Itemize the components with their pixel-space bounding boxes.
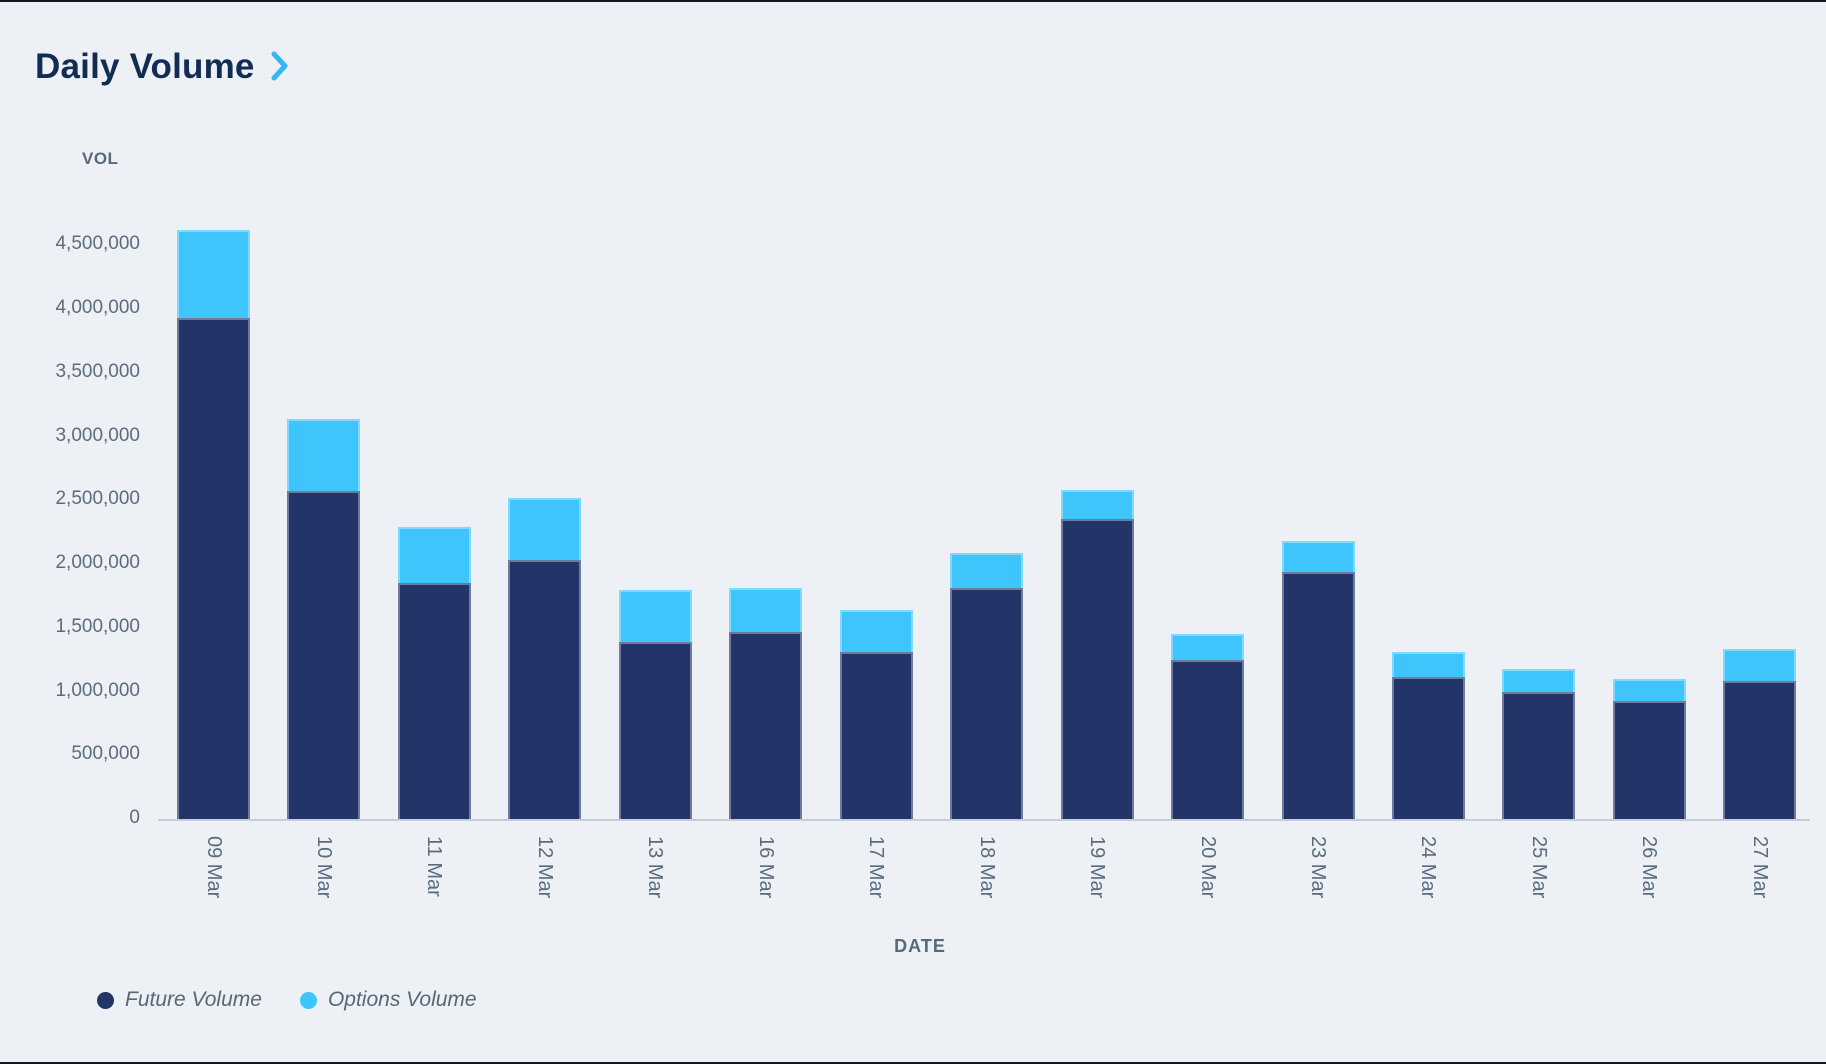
bar-09-mar[interactable] — [177, 229, 250, 819]
options-volume-segment[interactable] — [287, 418, 361, 492]
bar-20-mar[interactable] — [1171, 634, 1245, 819]
options-volume-segment[interactable] — [618, 589, 692, 642]
bar-16-mar[interactable] — [729, 588, 803, 819]
bar-19-mar[interactable] — [1060, 490, 1134, 819]
y-tick-label: 4,000,000 — [55, 297, 140, 318]
y-tick-label: 0 — [129, 807, 140, 828]
x-tick-label: 17 Mar — [865, 836, 888, 899]
bar-26-mar[interactable] — [1612, 678, 1686, 819]
future-volume-segment[interactable] — [618, 641, 692, 819]
options-volume-dot-icon — [299, 991, 317, 1009]
y-axis-title: VOL — [82, 149, 119, 168]
future-volume-segment[interactable] — [1281, 571, 1355, 819]
options-volume-segment[interactable] — [1612, 678, 1686, 702]
y-tick-label: 4,500,000 — [55, 233, 140, 255]
options-volume-segment[interactable] — [839, 609, 913, 652]
y-tick-label: 500,000 — [71, 743, 140, 765]
x-tick-label: 13 Mar — [644, 836, 667, 899]
x-tick-label: 10 Mar — [312, 836, 335, 899]
bar-10-mar[interactable] — [287, 418, 361, 819]
future-volume-segment[interactable] — [397, 583, 471, 819]
options-volume-segment[interactable] — [1502, 669, 1576, 692]
future-volume-segment[interactable] — [1502, 691, 1576, 819]
x-tick-label: 12 Mar — [533, 836, 556, 899]
future-volume-segment[interactable] — [729, 631, 803, 819]
future-volume-segment[interactable] — [839, 651, 913, 819]
x-tick-label: 26 Mar — [1638, 836, 1661, 899]
x-tick-label: 16 Mar — [754, 836, 777, 899]
future-volume-segment[interactable] — [1391, 677, 1465, 819]
x-tick-label: 27 Mar — [1748, 836, 1771, 899]
x-axis-title: DATE — [894, 936, 946, 956]
legend-label: Options Volume — [327, 988, 477, 1011]
future-volume-segment[interactable] — [950, 588, 1024, 819]
options-volume-segment[interactable] — [1171, 634, 1245, 660]
chevron-right-icon[interactable] — [269, 50, 291, 87]
x-tick-label: 25 Mar — [1527, 836, 1550, 899]
bottom-border-line — [0, 1062, 1826, 1064]
options-volume-segment[interactable] — [1060, 490, 1134, 520]
legend-item-future-volume[interactable]: Future Volume — [97, 988, 262, 1012]
x-tick-label: 23 Mar — [1307, 836, 1329, 899]
x-tick-label: 19 Mar — [1086, 836, 1109, 899]
options-volume-segment[interactable] — [397, 527, 471, 584]
bar-11-mar[interactable] — [397, 527, 471, 819]
bar-17-mar[interactable] — [839, 609, 913, 819]
options-volume-segment[interactable] — [508, 497, 582, 561]
x-tick-label: 20 Mar — [1196, 836, 1219, 899]
y-tick-label: 2,000,000 — [55, 552, 140, 573]
bar-13-mar[interactable] — [618, 589, 692, 819]
legend-item-options-volume[interactable]: Options Volume — [299, 988, 477, 1012]
future-volume-segment[interactable] — [1723, 681, 1797, 819]
future-volume-dot-icon — [97, 991, 114, 1009]
y-tick-label: 3,000,000 — [55, 424, 140, 446]
future-volume-segment[interactable] — [1171, 659, 1245, 819]
x-tick-label: 18 Mar — [975, 836, 998, 899]
options-volume-segment[interactable] — [729, 588, 803, 632]
future-volume-segment[interactable] — [177, 317, 250, 819]
x-tick-label: 24 Mar — [1417, 836, 1440, 899]
future-volume-segment[interactable] — [1060, 519, 1134, 819]
future-volume-segment[interactable] — [508, 560, 582, 819]
future-volume-segment[interactable] — [287, 491, 361, 819]
options-volume-segment[interactable] — [950, 552, 1024, 589]
y-tick-label: 2,500,000 — [55, 488, 140, 510]
legend: Future Volume Options Volume — [97, 988, 477, 1012]
bar-27-mar[interactable] — [1723, 649, 1797, 819]
options-volume-segment[interactable] — [1281, 541, 1355, 572]
bar-12-mar[interactable] — [508, 497, 582, 819]
x-axis-line — [158, 819, 1810, 821]
top-border-line — [0, 0, 1826, 2]
bar-23-mar[interactable] — [1281, 541, 1355, 819]
y-tick-label: 1,500,000 — [55, 615, 140, 637]
y-tick-label: 1,000,000 — [55, 679, 140, 701]
bar-24-mar[interactable] — [1391, 651, 1465, 819]
x-tick-label: 11 Mar — [423, 836, 446, 897]
options-volume-segment[interactable] — [1723, 649, 1797, 682]
options-volume-segment[interactable] — [1391, 651, 1465, 678]
bar-18-mar[interactable] — [950, 552, 1024, 819]
legend-label: Future Volume — [125, 988, 262, 1011]
future-volume-segment[interactable] — [1612, 701, 1686, 819]
chart-title-link[interactable]: Daily Volume — [35, 47, 291, 87]
page-title: Daily Volume — [35, 47, 255, 86]
y-tick-label: 3,500,000 — [55, 360, 140, 382]
options-volume-segment[interactable] — [177, 229, 250, 318]
bar-25-mar[interactable] — [1502, 669, 1576, 819]
x-tick-label: 09 Mar — [202, 836, 225, 899]
